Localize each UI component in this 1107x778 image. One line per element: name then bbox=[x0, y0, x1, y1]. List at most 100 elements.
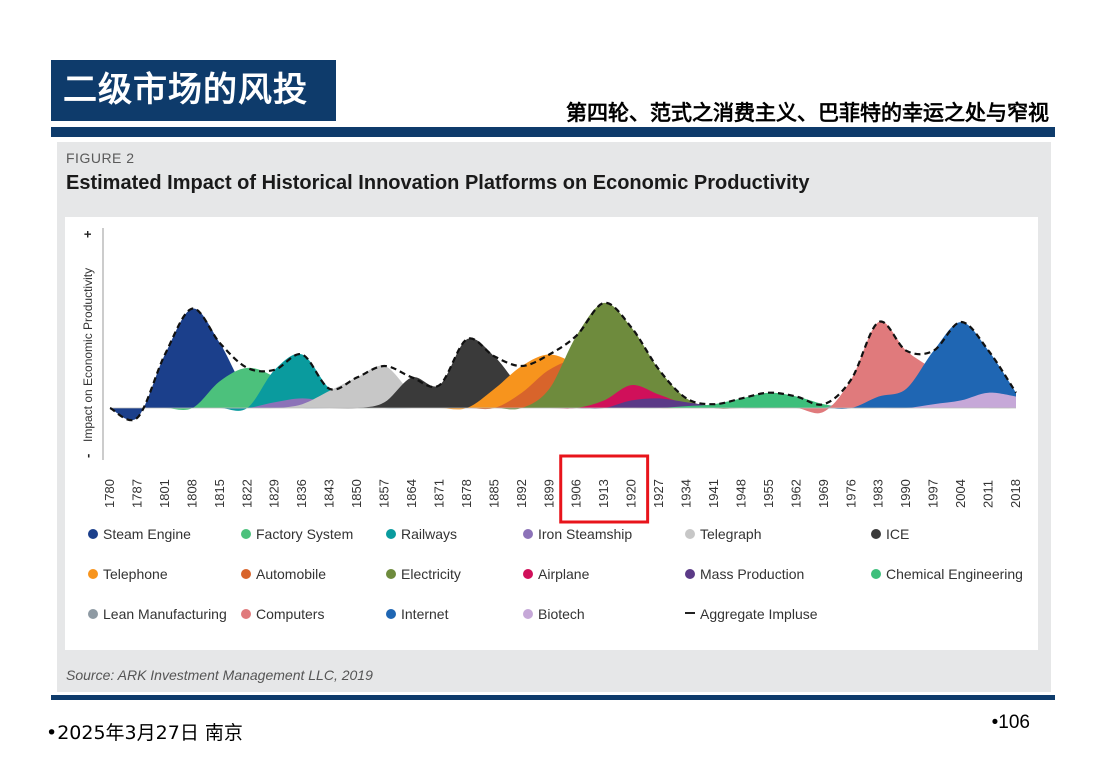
legend-dot-icon bbox=[685, 529, 695, 539]
legend-item: Factory System bbox=[241, 526, 353, 542]
x-tick-label: 1787 bbox=[129, 479, 144, 508]
page-title: 二级市场的风投 bbox=[51, 60, 336, 121]
figure-source: Source: ARK Investment Management LLC, 2… bbox=[66, 667, 373, 683]
legend-label: Computers bbox=[256, 606, 325, 622]
area-telegraph bbox=[110, 365, 1016, 409]
legend-label: ICE bbox=[886, 526, 910, 542]
legend-label: Iron Steamship bbox=[538, 526, 633, 542]
legend-dot-icon bbox=[241, 529, 251, 539]
x-tick-label: 1962 bbox=[788, 479, 803, 508]
x-tick-label: 1815 bbox=[212, 479, 227, 508]
legend-dot-icon bbox=[88, 609, 98, 619]
x-tick-label: 1808 bbox=[184, 479, 199, 508]
legend-dot-icon bbox=[88, 529, 98, 539]
legend-label: Steam Engine bbox=[103, 526, 191, 542]
legend-label: Electricity bbox=[401, 566, 461, 582]
page-subtitle: 第四轮、范式之消费主义、巴菲特的幸运之处与窄视 bbox=[566, 100, 1049, 125]
x-tick-label: 1836 bbox=[294, 479, 309, 508]
aggregate-line bbox=[109, 301, 1017, 422]
x-tick-label: 1913 bbox=[596, 479, 611, 508]
legend-label: Railways bbox=[401, 526, 458, 542]
legend-item: Lean Manufacturing bbox=[88, 606, 227, 622]
legend-item: Chemical Engineering bbox=[871, 566, 1023, 582]
page-number: •106 bbox=[991, 712, 1030, 733]
legend-item: Internet bbox=[386, 606, 448, 622]
x-tick-label: 1864 bbox=[404, 479, 419, 508]
x-tick-label: 1969 bbox=[816, 479, 831, 508]
x-tick-label: 1843 bbox=[322, 479, 337, 508]
x-tick-label: 1801 bbox=[157, 479, 172, 508]
legend-label: Airplane bbox=[538, 566, 590, 582]
legend-dot-icon bbox=[871, 529, 881, 539]
x-tick-label: 1850 bbox=[349, 479, 364, 508]
x-tick-label: 2018 bbox=[1008, 479, 1023, 508]
legend-dot-icon bbox=[685, 569, 695, 579]
legend-dot-icon bbox=[386, 529, 396, 539]
area-factory-system bbox=[110, 367, 1016, 410]
x-tick-label: 2004 bbox=[953, 479, 968, 508]
chart-title: Estimated Impact of Historical Innovatio… bbox=[66, 172, 810, 194]
legend-label: Factory System bbox=[256, 526, 354, 542]
legend-item: Steam Engine bbox=[88, 526, 191, 542]
legend-dot-icon bbox=[386, 569, 396, 579]
x-tick-label: 1878 bbox=[459, 479, 474, 508]
legend-item: Aggregate Impluse bbox=[685, 606, 818, 622]
x-tick-label: 2011 bbox=[981, 480, 996, 508]
legend-dot-icon bbox=[88, 569, 98, 579]
legend-dash-icon bbox=[685, 612, 695, 616]
x-tick-label: 1976 bbox=[843, 479, 858, 508]
x-tick-label: 1906 bbox=[569, 479, 584, 508]
legend-label: Telegraph bbox=[700, 526, 762, 542]
legend-item: Telegraph bbox=[685, 526, 762, 542]
legend-label: Mass Production bbox=[700, 566, 805, 582]
x-tick-label: 1955 bbox=[761, 479, 776, 508]
legend-dot-icon bbox=[241, 609, 251, 619]
legend-item: ICE bbox=[871, 526, 909, 542]
legend-item: Mass Production bbox=[685, 566, 804, 582]
y-axis-plus: + bbox=[80, 230, 95, 238]
legend-dot-icon bbox=[523, 609, 533, 619]
x-tick-label: 1857 bbox=[377, 479, 392, 508]
legend-label: Automobile bbox=[256, 566, 327, 582]
x-tick-label: 1871 bbox=[431, 479, 446, 508]
x-tick-label: 1948 bbox=[733, 479, 748, 508]
legend-label: Aggregate Impluse bbox=[700, 606, 818, 622]
legend-dot-icon bbox=[523, 529, 533, 539]
x-tick-label: 1941 bbox=[706, 479, 721, 508]
highlight-box bbox=[559, 454, 650, 524]
area-electricity bbox=[110, 302, 1016, 410]
legend-item: Electricity bbox=[386, 566, 461, 582]
legend-item: Computers bbox=[241, 606, 324, 622]
legend-label: Chemical Engineering bbox=[886, 566, 1023, 582]
area-biotech bbox=[110, 392, 1016, 409]
legend-label: Telephone bbox=[103, 566, 168, 582]
legend-label: Internet bbox=[401, 606, 449, 622]
legend-item: Railways bbox=[386, 526, 457, 542]
x-tick-label: 1892 bbox=[514, 479, 529, 508]
legend-dot-icon bbox=[386, 609, 396, 619]
area-internet bbox=[110, 322, 1016, 409]
x-tick-label: 1885 bbox=[486, 479, 501, 508]
legend-item: Biotech bbox=[523, 606, 585, 622]
x-tick-label: 1829 bbox=[267, 479, 282, 508]
legend-dot-icon bbox=[523, 569, 533, 579]
x-tick-label: 1927 bbox=[651, 479, 666, 508]
x-tick-label: 1920 bbox=[624, 479, 639, 508]
figure-label: FIGURE 2 bbox=[66, 150, 135, 166]
legend-item: Telephone bbox=[88, 566, 168, 582]
x-tick-label: 1997 bbox=[926, 479, 941, 508]
header-rule bbox=[51, 127, 1055, 137]
legend-item: Iron Steamship bbox=[523, 526, 632, 542]
y-axis-label: Impact on Economic Productivity bbox=[81, 268, 95, 442]
legend-dot-icon bbox=[871, 569, 881, 579]
legend-label: Lean Manufacturing bbox=[103, 606, 227, 622]
x-tick-label: 1934 bbox=[679, 479, 694, 508]
x-tick-label: 1983 bbox=[871, 479, 886, 508]
y-axis-minus: - bbox=[80, 454, 95, 458]
footer-date: •2025年3月27日 南京 bbox=[46, 722, 243, 744]
footer-rule bbox=[51, 695, 1055, 700]
legend-item: Automobile bbox=[241, 566, 326, 582]
x-tick-label: 1899 bbox=[541, 479, 556, 508]
x-tick-label: 1822 bbox=[239, 479, 254, 508]
